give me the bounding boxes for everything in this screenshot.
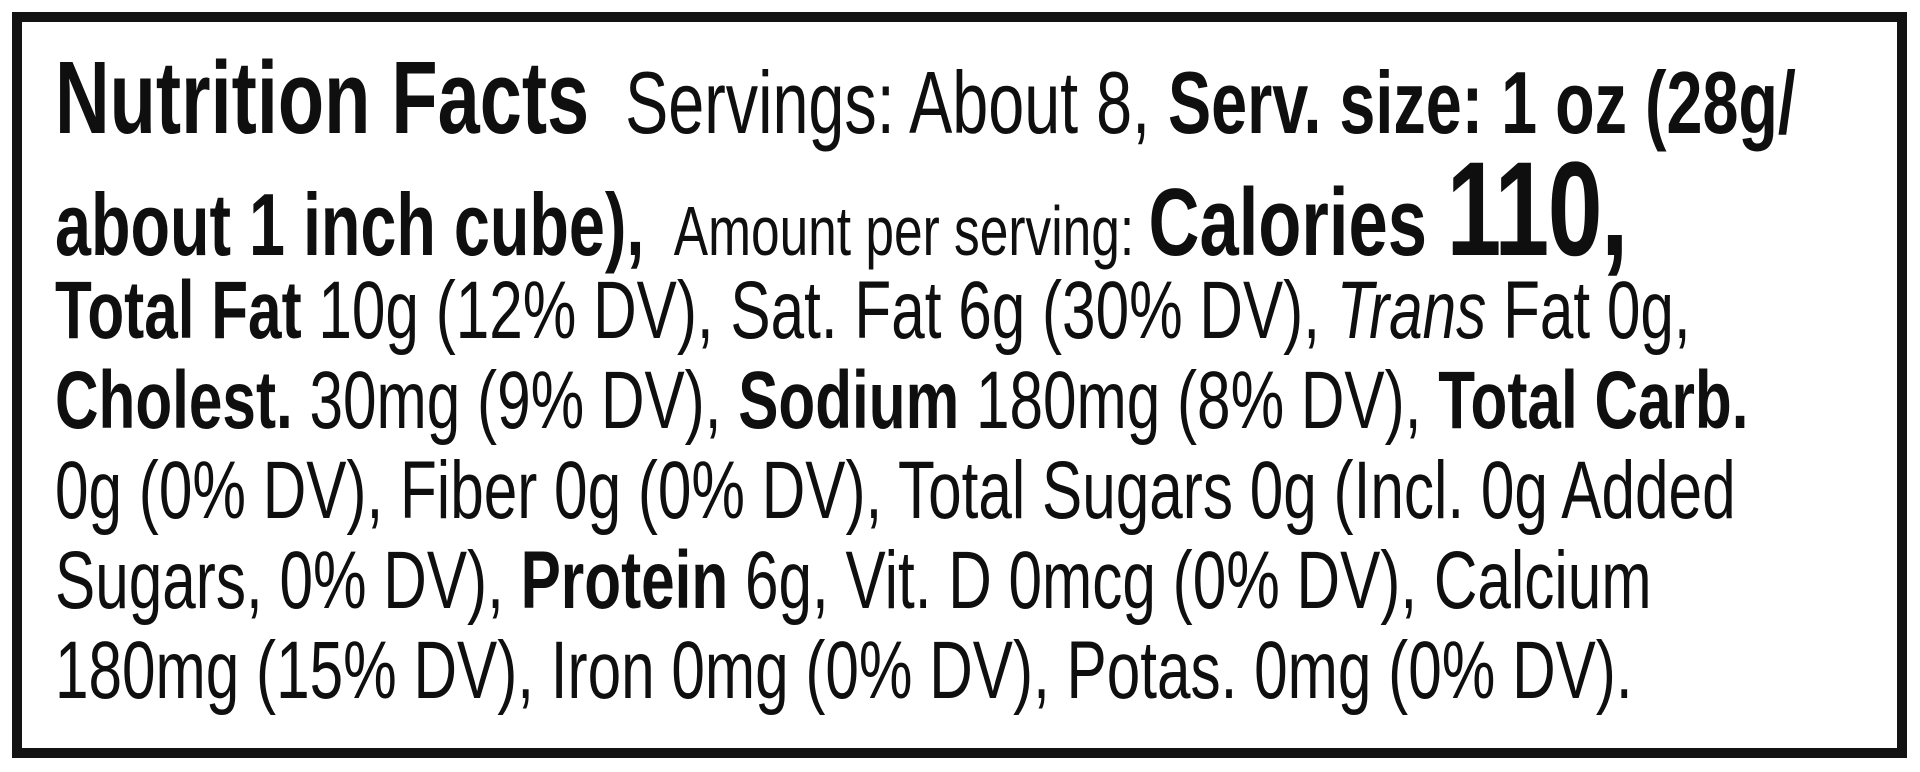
text-segment: Cholest.	[55, 355, 310, 446]
text-segment: Total Carb.	[1438, 355, 1749, 446]
text-segment: Protein	[520, 535, 745, 626]
text-segment: Calories	[1148, 169, 1447, 276]
nutrition-label: Nutrition Facts Servings: About 8, Serv.…	[12, 12, 1907, 758]
nutrition-line-6: Sugars, 0% DV), Protein 6g, Vit. D 0mcg …	[55, 536, 1796, 626]
text-segment: 180mg (15% DV), Iron 0mg (0% DV), Potas.…	[55, 625, 1633, 716]
text-segment: Serv. size: 1 oz (28g/	[1168, 53, 1796, 152]
text-segment: Fat 0g,	[1486, 265, 1691, 356]
text-segment: Servings: About 8,	[589, 53, 1169, 152]
text-segment: 10g (12% DV), Sat. Fat 6g (30% DV),	[318, 265, 1337, 356]
nutrition-line-7: 180mg (15% DV), Iron 0mg (0% DV), Potas.…	[55, 626, 1796, 716]
text-segment: 0g (0% DV), Fiber 0g (0% DV), Total Suga…	[55, 445, 1736, 536]
text-segment: Nutrition Facts	[55, 40, 590, 155]
nutrition-label-text: Nutrition Facts Servings: About 8, Serv.…	[55, 42, 1920, 716]
text-segment: Total Fat	[55, 265, 319, 356]
text-segment: Sugars, 0% DV),	[55, 535, 521, 626]
text-segment: Sodium	[738, 355, 976, 446]
text-segment: Amount per serving:	[662, 192, 1149, 270]
nutrition-line-1: Nutrition Facts Servings: About 8, Serv.…	[55, 42, 1796, 154]
text-segment: 30mg (9% DV),	[309, 355, 739, 446]
text-segment: about 1 inch cube),	[55, 175, 663, 274]
nutrition-line-5: 0g (0% DV), Fiber 0g (0% DV), Total Suga…	[55, 446, 1796, 536]
text-segment: Trans	[1336, 265, 1487, 356]
text-segment: 110,	[1446, 135, 1629, 284]
nutrition-line-4: Cholest. 30mg (9% DV), Sodium 180mg (8% …	[55, 356, 1796, 446]
text-segment: 6g, Vit. D 0mcg (0% DV), Calcium	[744, 535, 1652, 626]
text-segment: 180mg (8% DV),	[975, 355, 1439, 446]
nutrition-line-2: about 1 inch cube), Amount per serving: …	[55, 143, 1796, 277]
nutrition-line-3: Total Fat 10g (12% DV), Sat. Fat 6g (30%…	[55, 266, 1796, 356]
